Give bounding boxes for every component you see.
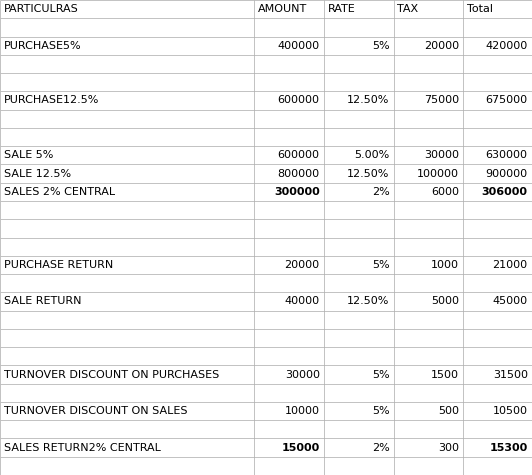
Text: 31500: 31500 (493, 370, 528, 380)
Text: 21000: 21000 (493, 260, 528, 270)
Text: 420000: 420000 (486, 41, 528, 51)
Text: SALES RETURN2% CENTRAL: SALES RETURN2% CENTRAL (4, 443, 161, 453)
Text: 75000: 75000 (424, 95, 459, 105)
Text: 306000: 306000 (482, 187, 528, 197)
Text: 630000: 630000 (486, 150, 528, 160)
Text: 400000: 400000 (278, 41, 320, 51)
Text: 5.00%: 5.00% (354, 150, 389, 160)
Text: TURNOVER DISCOUNT ON PURCHASES: TURNOVER DISCOUNT ON PURCHASES (4, 370, 219, 380)
Text: 675000: 675000 (486, 95, 528, 105)
Text: 5000: 5000 (431, 296, 459, 306)
Text: 45000: 45000 (493, 296, 528, 306)
Text: PURCHASE RETURN: PURCHASE RETURN (4, 260, 113, 270)
Text: 30000: 30000 (285, 370, 320, 380)
Text: 1000: 1000 (431, 260, 459, 270)
Text: SALE RETURN: SALE RETURN (4, 296, 81, 306)
Text: 20000: 20000 (424, 41, 459, 51)
Text: 800000: 800000 (278, 169, 320, 179)
Text: 5%: 5% (372, 370, 389, 380)
Text: 6000: 6000 (431, 187, 459, 197)
Text: 300: 300 (438, 443, 459, 453)
Text: 2%: 2% (372, 443, 389, 453)
Text: 12.50%: 12.50% (347, 296, 389, 306)
Text: 600000: 600000 (278, 95, 320, 105)
Text: 100000: 100000 (417, 169, 459, 179)
Text: 300000: 300000 (274, 187, 320, 197)
Text: RATE: RATE (328, 4, 355, 14)
Text: Total: Total (467, 4, 493, 14)
Text: 40000: 40000 (285, 296, 320, 306)
Text: 30000: 30000 (424, 150, 459, 160)
Text: PURCHASE12.5%: PURCHASE12.5% (4, 95, 99, 105)
Text: SALES 2% CENTRAL: SALES 2% CENTRAL (4, 187, 115, 197)
Text: 10500: 10500 (493, 406, 528, 416)
Text: 10000: 10000 (285, 406, 320, 416)
Text: 500: 500 (438, 406, 459, 416)
Text: 5%: 5% (372, 41, 389, 51)
Text: 20000: 20000 (285, 260, 320, 270)
Text: 15300: 15300 (489, 443, 528, 453)
Text: 12.50%: 12.50% (347, 169, 389, 179)
Text: 15000: 15000 (281, 443, 320, 453)
Text: TAX: TAX (397, 4, 419, 14)
Text: 12.50%: 12.50% (347, 95, 389, 105)
Text: 600000: 600000 (278, 150, 320, 160)
Text: TURNOVER DISCOUNT ON SALES: TURNOVER DISCOUNT ON SALES (4, 406, 187, 416)
Text: 1500: 1500 (431, 370, 459, 380)
Text: PARTICULRAS: PARTICULRAS (4, 4, 79, 14)
Text: PURCHASE5%: PURCHASE5% (4, 41, 81, 51)
Text: 900000: 900000 (486, 169, 528, 179)
Text: 5%: 5% (372, 260, 389, 270)
Text: 2%: 2% (372, 187, 389, 197)
Text: AMOUNT: AMOUNT (258, 4, 307, 14)
Text: SALE 5%: SALE 5% (4, 150, 53, 160)
Text: SALE 12.5%: SALE 12.5% (4, 169, 71, 179)
Text: 5%: 5% (372, 406, 389, 416)
